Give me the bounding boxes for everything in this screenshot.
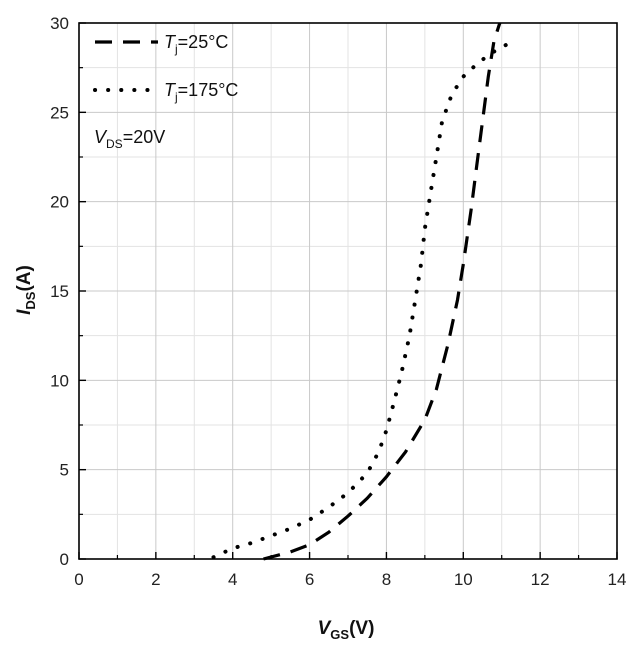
y-tick-label: 10 [50,371,69,390]
y-axis-title: IDS(A) [14,265,38,315]
annotation-vds: VDS=20V [94,127,165,151]
x-tick-label: 10 [454,570,473,589]
series-line-2 [211,38,516,560]
x-tick-label: 2 [151,570,160,589]
y-tick-label: 0 [60,550,69,569]
y-tick-label: 20 [50,193,69,212]
legend-label-2: Tj=175°C [164,80,238,104]
x-tick-label: 0 [74,570,83,589]
x-tick-label: 6 [305,570,314,589]
y-tick-label: 15 [50,282,69,301]
x-tick-label: 12 [531,570,550,589]
y-axis: 0 5 10 15 20 25 30 [50,14,86,569]
x-axis-title: VGS(V) [318,618,375,642]
x-tick-label: 4 [228,570,237,589]
x-axis: 0 2 4 6 8 10 12 14 [74,552,626,589]
x-tick-label: 8 [382,570,391,589]
y-tick-label: 5 [60,461,69,480]
legend-label-1: Tj=25°C [164,32,228,56]
series-layer [211,22,516,561]
legend: Tj=25°C Tj=175°C VDS=20V [93,32,238,151]
series-line-1 [263,22,502,561]
y-tick-label: 30 [50,14,69,33]
y-tick-label: 25 [50,103,69,122]
x-tick-label: 14 [608,570,627,589]
